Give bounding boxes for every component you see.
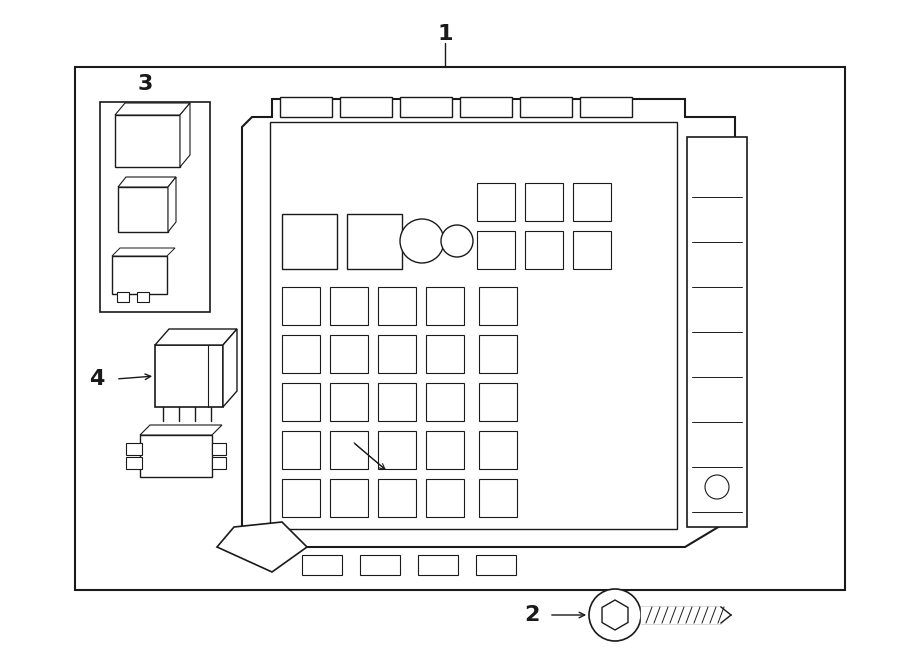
Text: 3: 3 (138, 74, 153, 94)
Bar (525, 183, 563, 221)
Bar (426, 383, 464, 421)
Bar (479, 431, 517, 469)
Bar (479, 479, 517, 517)
Text: 1: 1 (437, 24, 453, 44)
Bar (330, 287, 368, 325)
Bar (137, 292, 149, 302)
Text: 2: 2 (525, 605, 540, 625)
Bar (270, 122, 677, 529)
Polygon shape (242, 99, 735, 547)
Bar (573, 231, 611, 269)
Polygon shape (168, 177, 176, 232)
Polygon shape (217, 522, 307, 572)
Bar (282, 335, 320, 373)
Bar (100, 102, 210, 312)
Polygon shape (140, 425, 222, 435)
Bar (378, 335, 416, 373)
Bar (580, 97, 632, 117)
Polygon shape (155, 329, 237, 345)
Bar (280, 97, 332, 117)
Circle shape (441, 225, 473, 257)
Bar (378, 287, 416, 325)
Bar (479, 335, 517, 373)
Bar (426, 479, 464, 517)
Bar (118, 187, 168, 232)
Bar (282, 287, 320, 325)
Bar (378, 431, 416, 469)
Bar (525, 231, 563, 269)
Polygon shape (118, 177, 176, 187)
Polygon shape (223, 329, 237, 407)
Bar (282, 479, 320, 517)
Bar (282, 431, 320, 469)
Bar (426, 335, 464, 373)
Circle shape (589, 589, 641, 641)
Bar (476, 555, 516, 575)
Bar (573, 183, 611, 221)
Bar (340, 97, 392, 117)
Bar (378, 479, 416, 517)
Bar (126, 443, 142, 455)
Bar (330, 431, 368, 469)
Bar (282, 383, 320, 421)
Polygon shape (112, 248, 175, 256)
Polygon shape (180, 103, 190, 167)
Bar (212, 443, 226, 455)
Bar (330, 479, 368, 517)
Bar (477, 183, 515, 221)
Bar (347, 214, 402, 269)
Bar (426, 431, 464, 469)
Bar (126, 457, 142, 469)
Bar (112, 256, 167, 294)
Bar (460, 97, 512, 117)
Bar (282, 214, 337, 269)
Text: 4: 4 (89, 369, 104, 389)
Bar (360, 555, 400, 575)
Bar (117, 292, 129, 302)
Bar (212, 457, 226, 469)
Bar (477, 231, 515, 269)
Bar (330, 383, 368, 421)
Bar (378, 383, 416, 421)
Bar (302, 555, 342, 575)
Bar (687, 137, 747, 527)
Circle shape (705, 475, 729, 499)
Polygon shape (602, 600, 628, 630)
Bar (155, 345, 223, 407)
Bar (330, 335, 368, 373)
Bar (140, 435, 212, 477)
Bar (75, 67, 845, 590)
Circle shape (400, 219, 444, 263)
Bar (479, 287, 517, 325)
Bar (400, 97, 452, 117)
Bar (418, 555, 458, 575)
Bar (115, 115, 180, 167)
Bar (520, 97, 572, 117)
Polygon shape (115, 103, 190, 115)
Bar (479, 383, 517, 421)
Bar (426, 287, 464, 325)
